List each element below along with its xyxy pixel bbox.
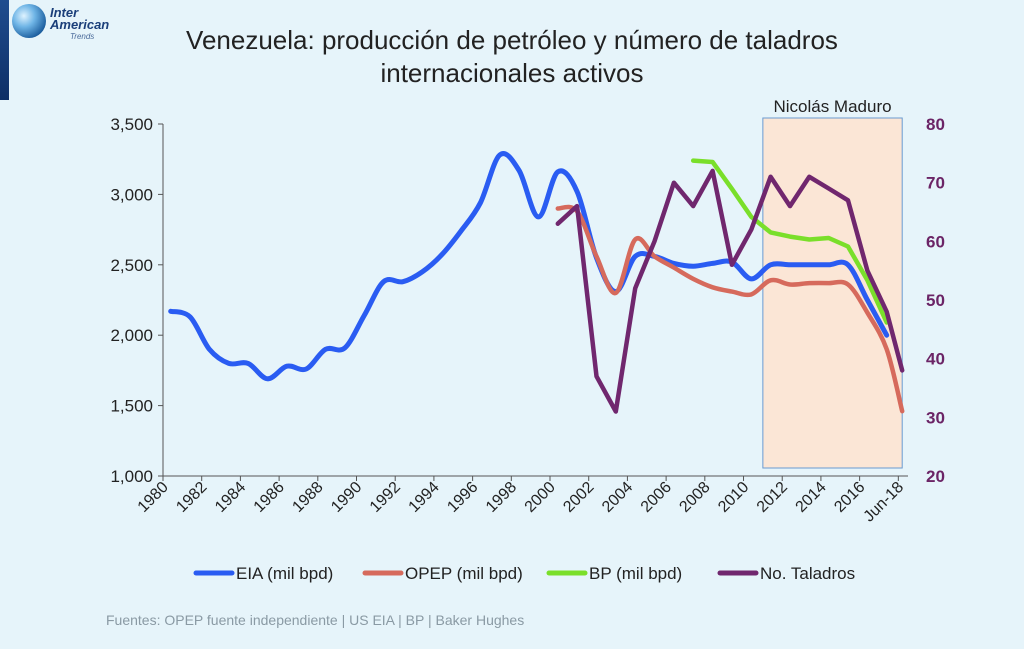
right-y-tick-label: 80 [926, 115, 945, 134]
x-tick-label: 1992 [367, 479, 404, 516]
chart-title-line1: Venezuela: producción de petróleo y núme… [186, 25, 838, 55]
left-y-tick-label: 2,000 [110, 326, 153, 345]
x-tick-label: 1998 [483, 479, 520, 516]
logo-text-line1: Inter [50, 5, 79, 20]
x-tick-label: 1990 [328, 479, 365, 516]
series-line-taladros [555, 168, 905, 414]
x-tick-label: 2008 [676, 479, 713, 516]
right-y-tick-label: 30 [926, 408, 945, 427]
left-y-tick-label: 3,500 [110, 115, 153, 134]
source-note: Fuentes: OPEP fuente independiente | US … [106, 612, 525, 628]
left-y-tick-label: 1,000 [110, 467, 153, 486]
x-tick-label: 2002 [560, 479, 597, 516]
x-tick-label: 2006 [638, 479, 675, 516]
legend-label-opep: OPEP (mil bpd) [405, 564, 523, 583]
right-y-tick-label: 70 [926, 174, 945, 193]
x-tick-label: 2000 [522, 479, 559, 516]
left-y-tick-label: 2,500 [110, 256, 153, 275]
x-tick-label: Jun-18 [861, 479, 908, 526]
right-y-tick-label: 20 [926, 467, 945, 486]
x-tick-label: 2010 [715, 479, 752, 516]
x-tick-label: 1988 [289, 479, 326, 516]
right-y-tick-label: 40 [926, 350, 945, 369]
legend-label-taladros: No. Taladros [760, 564, 855, 583]
chart-title-line2: internacionales activos [380, 58, 644, 88]
x-tick-label: 2004 [599, 479, 636, 516]
logo-text-line2: American [50, 17, 110, 32]
x-tick-label: 1982 [173, 479, 210, 516]
right-y-tick-label: 50 [926, 291, 945, 310]
logo-sidebar-stripe [0, 0, 9, 100]
left-y-tick-label: 3,000 [110, 185, 153, 204]
x-tick-label: 1994 [406, 479, 443, 516]
logo-text-line3: Trends [70, 32, 95, 41]
legend-label-eia: EIA (mil bpd) [236, 564, 333, 583]
series-line-opep [555, 204, 905, 414]
maduro-period-shading [762, 117, 903, 469]
series-line-eia [168, 151, 890, 382]
x-tick-label: 1986 [251, 479, 288, 516]
series-line-bp [690, 158, 889, 325]
x-tick-label: 1996 [444, 479, 481, 516]
x-tick-label: 2012 [754, 479, 791, 516]
inter-american-trends-logo: Inter American Trends [12, 4, 122, 44]
x-tick-label: 2014 [793, 479, 830, 516]
chart-title: Venezuela: producción de petróleo y núme… [0, 24, 1024, 90]
globe-icon [12, 4, 46, 38]
x-tick-label: 1984 [212, 479, 249, 516]
legend-label-bp: BP (mil bpd) [589, 564, 682, 583]
right-y-tick-label: 60 [926, 232, 945, 251]
left-y-tick-label: 1,500 [110, 397, 153, 416]
maduro-annotation: Nicolás Maduro [773, 97, 891, 116]
